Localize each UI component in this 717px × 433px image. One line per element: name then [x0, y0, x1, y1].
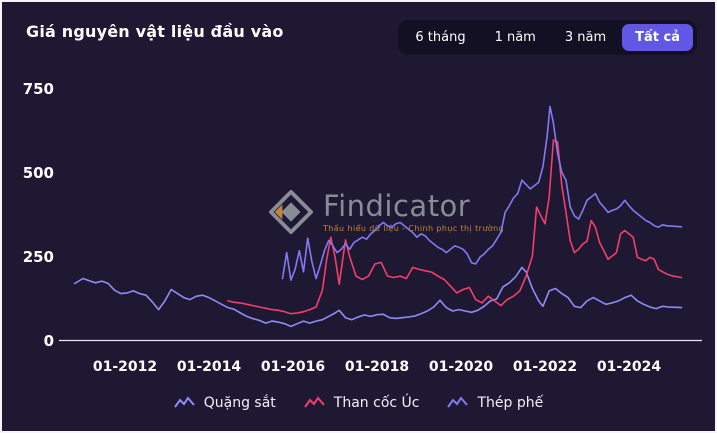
x-axis-label: 01-2022: [512, 359, 578, 375]
line-series-icon: [173, 396, 195, 408]
series-line-0: [73, 266, 683, 328]
x-axis-label: 01-2018: [344, 359, 410, 375]
range-button-1-nam[interactable]: 1 năm: [482, 24, 549, 51]
legend-item-than-coc-uc[interactable]: Than cốc Úc: [303, 395, 420, 411]
series-line-1: [227, 139, 683, 315]
legend-label: Thép phế: [477, 395, 544, 411]
x-axis-label: 01-2012: [92, 359, 158, 375]
page-title: Giá nguyên vật liệu đầu vào: [26, 22, 284, 41]
range-button-6-thang[interactable]: 6 tháng: [402, 24, 478, 51]
chart-legend: Quặng sắt Than cốc Úc Thép phế: [2, 395, 715, 411]
y-axis-label: 750: [22, 80, 54, 98]
x-axis-label: 01-2016: [260, 359, 326, 375]
legend-label: Than cốc Úc: [333, 395, 420, 411]
y-axis-label: 500: [22, 163, 54, 182]
line-series-icon: [303, 396, 325, 408]
x-axis-label: 01-2014: [176, 359, 242, 375]
y-axis-label: 250: [22, 247, 54, 266]
legend-item-thep-phe[interactable]: Thép phế: [447, 395, 543, 411]
x-axis-label: 01-2024: [596, 359, 662, 375]
range-button-3-nam[interactable]: 3 năm: [552, 24, 619, 51]
watermark-tagline: Thấu hiểu dữ liệu - Chinh phục thị trườn…: [323, 223, 505, 233]
findicator-logo-icon: [269, 190, 313, 234]
series-line-2: [281, 105, 683, 281]
watermark-brand: Findicator: [323, 189, 471, 224]
y-axis-label: 0: [43, 331, 54, 350]
legend-label: Quặng sắt: [203, 395, 276, 411]
range-button-tat-ca[interactable]: Tất cả: [622, 24, 693, 51]
y-axis: 0 250 500 750: [2, 2, 54, 431]
x-axis-label: 01-2020: [428, 359, 494, 375]
watermark: Findicator Thấu hiểu dữ liệu - Chinh phụ…: [269, 190, 504, 234]
time-range-selector: 6 tháng 1 năm 3 năm Tất cả: [398, 20, 697, 55]
legend-item-quang-sat[interactable]: Quặng sắt: [173, 395, 276, 411]
line-series-icon: [447, 396, 469, 408]
